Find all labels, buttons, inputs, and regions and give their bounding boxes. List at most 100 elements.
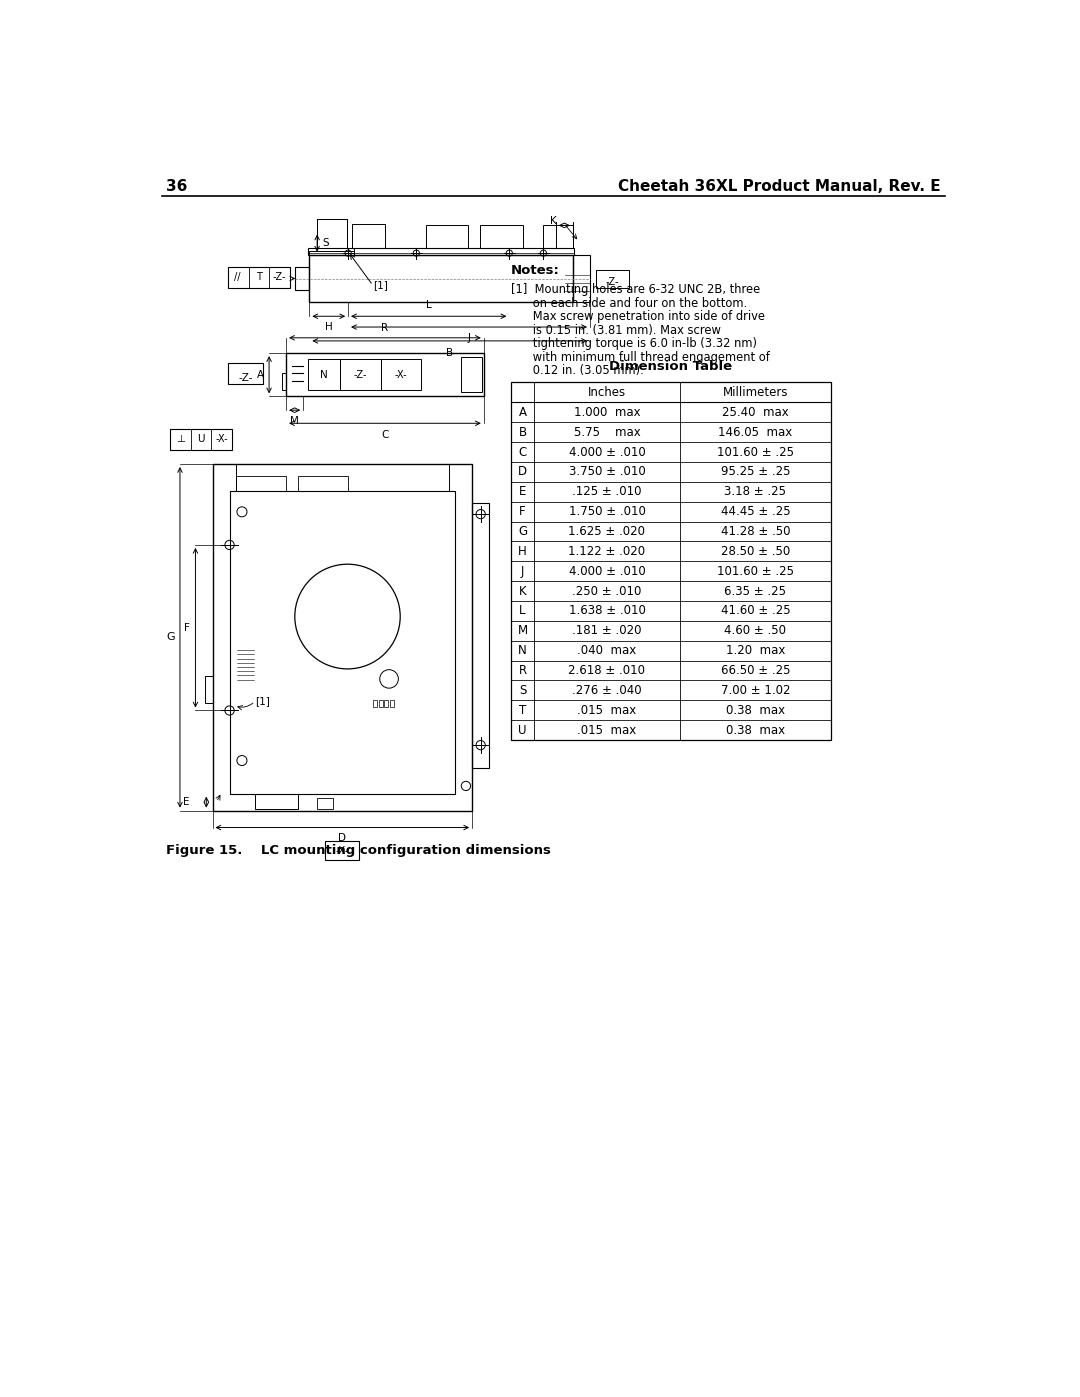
Text: [1]: [1] <box>373 281 388 291</box>
Text: .015  max: .015 max <box>578 704 636 717</box>
Text: 66.50 ± .25: 66.50 ± .25 <box>720 664 791 678</box>
Text: B: B <box>446 348 454 358</box>
Text: Millimeters: Millimeters <box>723 386 788 400</box>
Bar <box>298 475 348 490</box>
Bar <box>325 841 360 861</box>
Text: H: H <box>325 323 333 332</box>
Bar <box>426 225 469 249</box>
Text: ⊥: ⊥ <box>176 434 185 444</box>
Text: 6.35 ± .25: 6.35 ± .25 <box>725 584 786 598</box>
Text: tightening torque is 6.0 in-lb (3.32 nm): tightening torque is 6.0 in-lb (3.32 nm) <box>511 337 757 351</box>
Text: 3.750 ± .010: 3.750 ± .010 <box>568 465 646 478</box>
Bar <box>374 700 377 707</box>
Text: U: U <box>518 724 527 736</box>
Bar <box>170 429 232 450</box>
Text: [1]: [1] <box>255 696 270 707</box>
Text: -X-: -X- <box>336 845 349 855</box>
Text: 101.60 ± .25: 101.60 ± .25 <box>717 564 794 578</box>
Text: .015  max: .015 max <box>578 724 636 736</box>
Text: 1.122 ± .020: 1.122 ± .020 <box>568 545 646 557</box>
Text: C: C <box>381 430 389 440</box>
Text: R: R <box>381 323 389 334</box>
Text: [1]  Mounting holes are 6-32 UNC 2B, three: [1] Mounting holes are 6-32 UNC 2B, thre… <box>511 284 760 296</box>
Bar <box>228 267 291 288</box>
Text: -Z-: -Z- <box>606 278 619 288</box>
Text: F: F <box>185 623 190 633</box>
Text: 4.000 ± .010: 4.000 ± .010 <box>568 564 646 578</box>
Text: J: J <box>521 564 524 578</box>
Text: J: J <box>468 334 471 344</box>
Bar <box>205 676 213 703</box>
Bar <box>352 224 384 249</box>
Text: 3.18 ± .25: 3.18 ± .25 <box>725 485 786 499</box>
Text: 7.00 ± 1.02: 7.00 ± 1.02 <box>720 685 791 697</box>
Text: 1.638 ± .010: 1.638 ± .010 <box>568 605 646 617</box>
Bar <box>543 225 572 249</box>
Bar <box>340 359 380 390</box>
Text: R: R <box>518 664 527 678</box>
Bar <box>255 793 298 809</box>
Text: -X-: -X- <box>215 434 228 444</box>
Text: -X-: -X- <box>394 370 407 380</box>
Text: E: E <box>183 798 189 807</box>
Text: -Z-: -Z- <box>354 370 367 380</box>
Text: N: N <box>518 644 527 657</box>
Text: with minimum full thread engagement of: with minimum full thread engagement of <box>511 351 770 363</box>
Text: 28.50 ± .50: 28.50 ± .50 <box>720 545 789 557</box>
Text: K: K <box>551 215 557 226</box>
Text: G: G <box>518 525 527 538</box>
Text: 0.38  max: 0.38 max <box>726 724 785 736</box>
Bar <box>480 225 523 249</box>
Bar <box>230 490 455 793</box>
Text: .040  max: .040 max <box>578 644 636 657</box>
Text: L: L <box>426 300 432 310</box>
Text: D: D <box>518 465 527 478</box>
Text: M: M <box>291 416 299 426</box>
Text: 1.20  max: 1.20 max <box>726 644 785 657</box>
Bar <box>286 353 484 397</box>
Text: Max screw penetration into side of drive: Max screw penetration into side of drive <box>511 310 765 323</box>
Text: S: S <box>518 685 526 697</box>
Bar <box>308 249 575 254</box>
Bar <box>318 219 347 249</box>
Text: 41.28 ± .50: 41.28 ± .50 <box>720 525 791 538</box>
Bar <box>213 464 472 810</box>
Text: H: H <box>518 545 527 557</box>
Bar <box>318 798 333 809</box>
Bar <box>318 219 347 249</box>
Bar <box>460 358 482 393</box>
Bar <box>596 270 629 288</box>
Bar <box>472 503 489 768</box>
Text: 0.38  max: 0.38 max <box>726 704 785 717</box>
Text: G: G <box>166 633 175 643</box>
Text: 41.60 ± .25: 41.60 ± .25 <box>720 605 791 617</box>
Bar <box>390 700 393 707</box>
Text: L: L <box>519 605 526 617</box>
Text: -Z-: -Z- <box>239 373 253 383</box>
Text: Dimension Table: Dimension Table <box>609 360 732 373</box>
Text: 4.60 ± .50: 4.60 ± .50 <box>725 624 786 637</box>
Text: .276 ± .040: .276 ± .040 <box>572 685 642 697</box>
Text: on each side and four on the bottom.: on each side and four on the bottom. <box>511 296 747 310</box>
Bar <box>511 383 831 740</box>
Bar <box>379 700 382 707</box>
Text: Notes:: Notes: <box>511 264 559 277</box>
Text: Figure 15.    LC mounting configuration dimensions: Figure 15. LC mounting configuration dim… <box>166 844 551 858</box>
Bar <box>235 475 286 490</box>
Bar <box>228 363 262 384</box>
Text: 5.75    max: 5.75 max <box>573 426 640 439</box>
Text: Inches: Inches <box>588 386 626 400</box>
Text: N: N <box>321 370 328 380</box>
Text: S: S <box>323 237 329 249</box>
Text: .181 ± .020: .181 ± .020 <box>572 624 642 637</box>
Bar <box>384 700 388 707</box>
Text: A: A <box>518 405 527 419</box>
Text: A: A <box>257 370 264 380</box>
Text: C: C <box>518 446 527 458</box>
Text: T: T <box>256 272 262 282</box>
Text: 1.000  max: 1.000 max <box>573 405 640 419</box>
Bar <box>296 267 309 291</box>
Text: 25.40  max: 25.40 max <box>723 405 788 419</box>
Text: .125 ± .010: .125 ± .010 <box>572 485 642 499</box>
Text: //: // <box>233 272 243 282</box>
